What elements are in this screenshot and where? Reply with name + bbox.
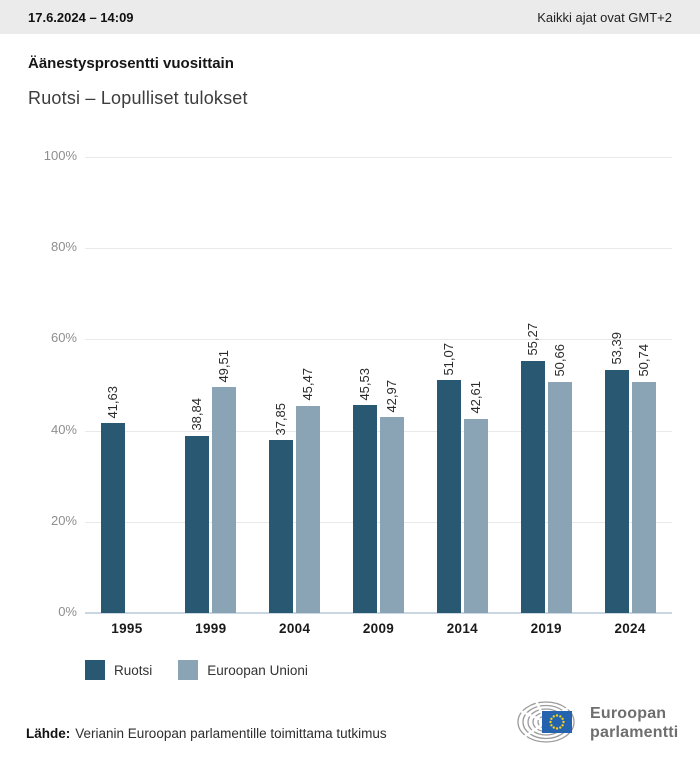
bar-euroopan-unioni-2019 — [547, 382, 572, 613]
x-axis-label: 1999 — [195, 621, 227, 636]
bar-value-label: 53,39 — [608, 332, 624, 365]
bar-euroopan-unioni-2024 — [631, 381, 656, 613]
chart-legend: Ruotsi Euroopan Unioni — [85, 660, 308, 680]
legend-item-euroopan-unioni: Euroopan Unioni — [178, 660, 308, 680]
y-axis-tick-label: 40% — [50, 421, 77, 437]
bar-ruotsi-2014 — [436, 380, 461, 613]
bar-value-label: 37,85 — [273, 402, 289, 436]
ep-hemicycle-logo-icon — [516, 699, 580, 749]
legend-label-euroopan-unioni: Euroopan Unioni — [207, 662, 308, 678]
bar-value-label: 50,66 — [551, 344, 567, 377]
eu-flag-icon — [542, 710, 572, 733]
ep-logo-text-line2: parlamentti — [590, 724, 679, 741]
bar-value-label: 38,84 — [189, 398, 205, 431]
x-axis-line — [85, 612, 672, 614]
bar-value-label: 45,47 — [300, 368, 316, 401]
bar-value-label: 51,07 — [440, 342, 456, 376]
gridline — [85, 339, 672, 341]
bar-value-label: 55,27 — [524, 323, 540, 356]
x-axis-label: 2024 — [614, 621, 646, 636]
bar-value-label: 45,53 — [357, 367, 372, 401]
bar-value-label: 42,97 — [384, 379, 399, 413]
legend-label-ruotsi: Ruotsi — [114, 662, 153, 678]
bar-value-label: 50,74 — [635, 344, 651, 377]
chart-title: Äänestysprosentti vuosittain — [28, 55, 234, 72]
plot-area: 0% 20% 40% 60% 80% 100% 1995 41,63 1999 38,84 49,5… — [44, 148, 672, 636]
ep-logo: Euroopan parlamentti — [516, 699, 678, 749]
legend-item-ruotsi: Ruotsi — [85, 660, 152, 680]
topbar: 17.6.2024 – 14:09 Kaikki ajat ovat GMT+2 — [0, 0, 700, 34]
legend-swatch-euroopan-unioni — [178, 660, 199, 680]
gridline — [85, 430, 672, 432]
gridline — [85, 521, 672, 523]
bar-ruotsi-2009 — [353, 405, 377, 613]
x-axis-label: 2009 — [362, 621, 395, 636]
datetime-text: 17.6.2024 – 14:09 — [28, 9, 134, 25]
bar-ruotsi-1995 — [101, 423, 126, 613]
x-axis-label: 2004 — [279, 621, 311, 636]
bar-euroopan-unioni-2009 — [380, 417, 404, 613]
x-axis-label: 2019 — [530, 621, 562, 636]
y-axis-tick-label: 20% — [50, 512, 77, 528]
bar-value-label: 49,51 — [216, 349, 232, 383]
gridline — [85, 157, 672, 158]
ep-logo-text-line1: Euroopan — [590, 705, 667, 723]
y-axis-tick-label: 60% — [50, 330, 77, 346]
bar-ruotsi-2019 — [520, 360, 545, 613]
bar-euroopan-unioni-2014 — [463, 418, 488, 613]
source-text: Verianin Euroopan parlamentille toimitta… — [75, 726, 387, 741]
bar-ruotsi-2004 — [269, 440, 294, 613]
bar-ruotsi-1999 — [185, 435, 210, 613]
x-axis-label: 1995 — [111, 621, 143, 636]
bar-value-label: 42,61 — [467, 381, 483, 414]
y-axis-tick-label: 100% — [43, 148, 77, 163]
y-axis-tick-label: 0% — [58, 604, 77, 619]
source-note: Lähde: Verianin Euroopan parlamentille t… — [26, 726, 387, 741]
legend-swatch-ruotsi — [85, 660, 105, 680]
bar-euroopan-unioni-2004 — [296, 405, 321, 613]
bar-value-label: 41,63 — [105, 385, 121, 419]
chart-subtitle: Ruotsi – Lopulliset tulokset — [28, 88, 248, 108]
gridline — [85, 248, 672, 250]
ep-logo-text: Euroopan parlamentti — [590, 705, 678, 743]
source-label: Lähde: — [26, 726, 71, 741]
bar-ruotsi-2024 — [604, 369, 629, 613]
y-axis-tick-label: 80% — [50, 239, 77, 255]
timezone-note: Kaikki ajat ovat GMT+2 — [537, 9, 672, 25]
x-axis-label: 2014 — [446, 621, 478, 636]
bar-euroopan-unioni-1999 — [212, 387, 237, 613]
